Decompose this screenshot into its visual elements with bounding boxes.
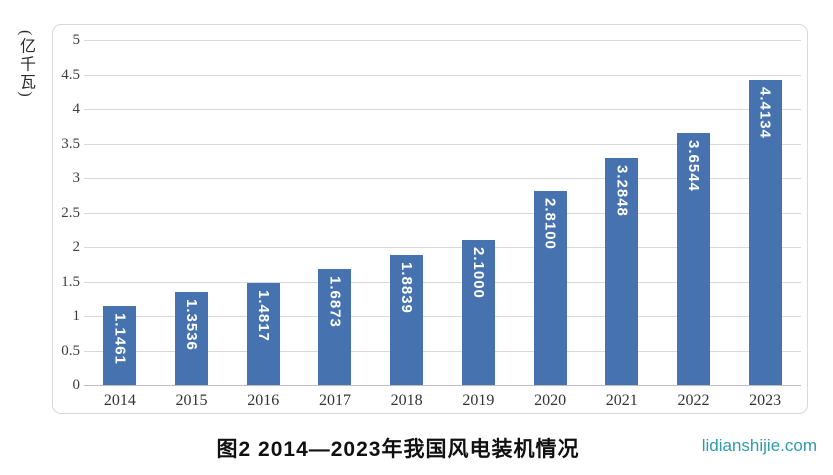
bar-value-label: 2.8100: [541, 198, 559, 251]
bar-slot: 1.8839: [371, 40, 443, 385]
bar-value-label: 1.1461: [111, 312, 129, 365]
x-axis-labels: 2014 2015 2016 2017 2018 2019 2020 2021 2022 2023: [84, 389, 801, 413]
bar: 2.8100: [533, 191, 567, 385]
y-axis-unit-label: (亿千瓦): [17, 30, 34, 99]
bar-slot: 4.4134: [729, 40, 801, 385]
x-tick-label: 2016: [247, 392, 280, 409]
bar: 1.1461: [103, 305, 137, 385]
plot-area: [84, 40, 801, 386]
bar-slot: 2.1000: [443, 40, 515, 385]
gridline: [84, 212, 801, 214]
x-tick-label: 2021: [605, 392, 638, 409]
x-tick-label: 2023: [749, 392, 782, 409]
x-tick-label: 2015: [175, 392, 208, 409]
bar: 1.3536: [175, 291, 209, 385]
bar-slot: 1.6873: [299, 40, 371, 385]
x-tick-label: 2018: [390, 392, 423, 409]
bar: 1.6873: [318, 268, 352, 385]
gridline: [84, 74, 801, 76]
y-tick-label: 1: [72, 308, 81, 324]
bar: 1.4817: [246, 282, 280, 385]
bar-value-label: 4.4134: [756, 87, 774, 140]
bar-slot: 1.3536: [156, 40, 228, 385]
bar-value-label: 1.6873: [326, 275, 344, 328]
bar: 3.6544: [676, 132, 710, 385]
gridline: [84, 281, 801, 283]
bar-value-label: 1.8839: [398, 262, 416, 314]
y-tick-label: 2: [72, 239, 81, 255]
bar-value-label: 3.6544: [684, 139, 702, 192]
chart-frame: 1.1461 1.3536 1.4817 1.6873 1.8839 2.1000 2.81…: [52, 24, 808, 414]
x-tick-label: 2019: [462, 392, 495, 409]
bar-slot: 1.4817: [227, 40, 299, 385]
y-tick-label: 0: [72, 377, 81, 393]
bar: 2.1000: [461, 240, 495, 385]
y-tick-label: 2.5: [61, 204, 80, 221]
bar-slot: 3.2848: [586, 40, 658, 385]
y-tick-label: 1.5: [61, 273, 80, 290]
chart-title: 图2 2014—2023年我国风电装机情况: [216, 438, 580, 461]
caption-row: 图2 2014—2023年我国风电装机情况 lidianshijie.com: [0, 430, 833, 470]
x-tick-label: 2020: [534, 392, 567, 409]
bar-value-label: 1.4817: [254, 289, 272, 342]
bar-slot: 2.8100: [514, 40, 586, 385]
bar-value-label: 1.3536: [183, 298, 201, 351]
x-tick-label: 2022: [677, 392, 710, 409]
gridline: [84, 350, 801, 352]
bar: 4.4134: [748, 80, 782, 385]
gridline: [84, 247, 801, 248]
y-tick-label: 5: [72, 32, 81, 48]
gridline: [84, 178, 801, 179]
y-tick-label: 3: [72, 170, 81, 186]
gridline: [84, 316, 801, 317]
watermark-text: lidianshijie.com: [701, 436, 817, 455]
gridline: [84, 40, 801, 41]
x-tick-label: 2014: [103, 392, 136, 409]
bars-row: 1.1461 1.3536 1.4817 1.6873 1.8839 2.1000 2.81…: [84, 40, 801, 385]
y-tick-label: 4.5: [61, 66, 80, 83]
bar: 3.2848: [605, 158, 639, 385]
y-tick-label: 0.5: [61, 342, 80, 359]
gridline: [84, 143, 801, 145]
y-tick-label: 4: [72, 101, 81, 117]
bar: 1.8839: [390, 255, 424, 385]
gridline: [84, 109, 801, 110]
bar-slot: 1.1461: [84, 40, 156, 385]
y-tick-label: 3.5: [61, 135, 80, 152]
gridline: [84, 385, 801, 386]
bar-value-label: 3.2848: [613, 165, 631, 218]
x-tick-label: 2017: [318, 392, 351, 409]
bar-value-label: 2.1000: [469, 247, 487, 299]
bar-slot: 3.6544: [658, 40, 730, 385]
